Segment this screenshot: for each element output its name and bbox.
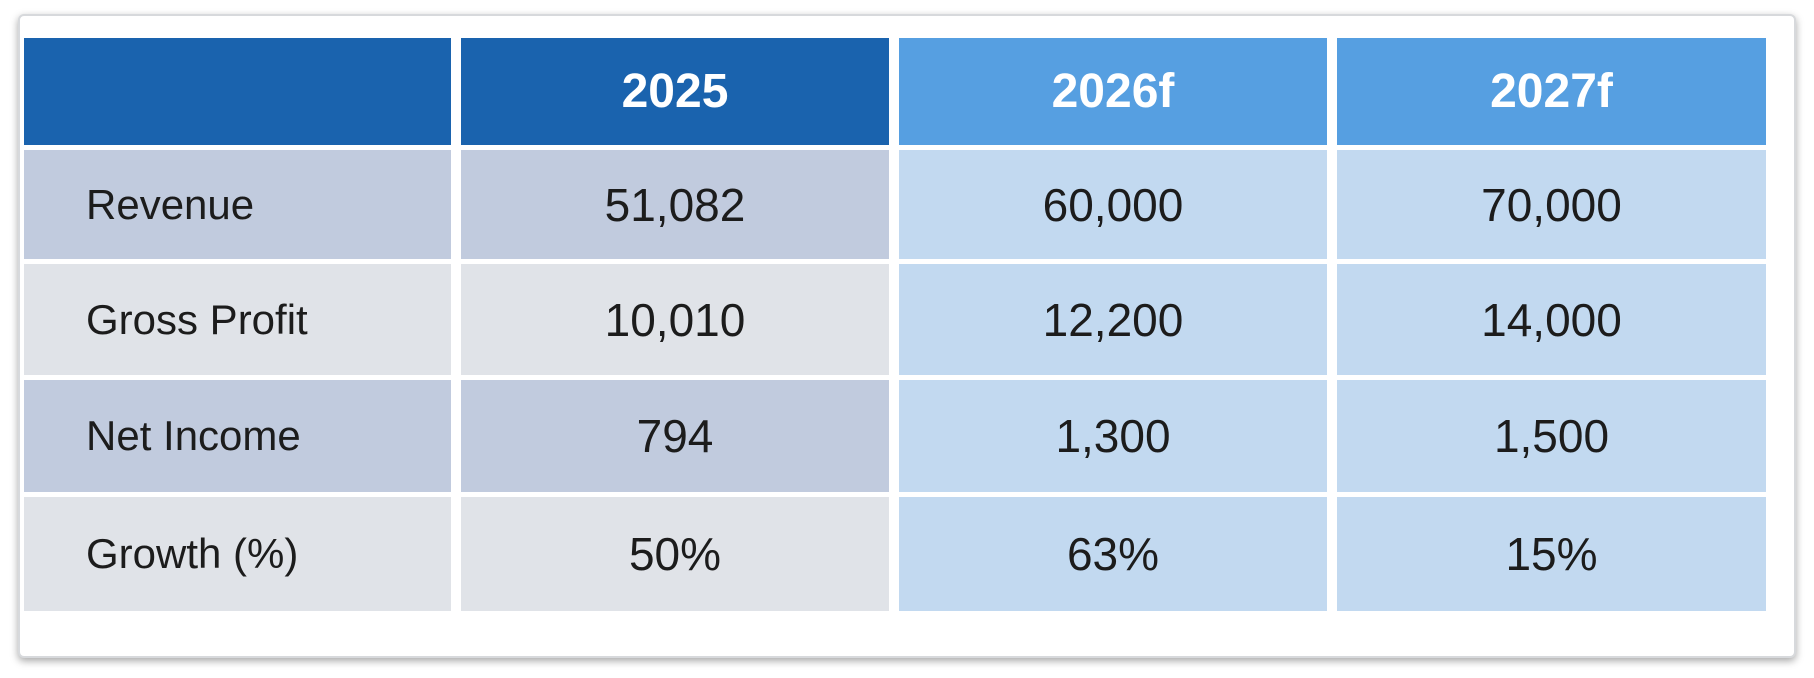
cell-gross-profit-2025: 10,010 xyxy=(461,264,889,375)
cell-net-income-2026f: 1,300 xyxy=(899,380,1327,492)
cell-growth-2025: 50% xyxy=(461,497,889,611)
header-corner-cell xyxy=(24,38,451,145)
cell-revenue-2025: 51,082 xyxy=(461,150,889,259)
cell-growth-2026f: 63% xyxy=(899,497,1327,611)
column-header-2027f: 2027f xyxy=(1337,38,1766,145)
cell-revenue-2027f: 70,000 xyxy=(1337,150,1766,259)
column-header-2026f: 2026f xyxy=(899,38,1327,145)
row-label-gross-profit: Gross Profit xyxy=(24,264,451,375)
financial-table: 2025 2026f 2027f Revenue 51,082 60,000 7… xyxy=(24,38,1784,646)
cell-net-income-2025: 794 xyxy=(461,380,889,492)
row-label-growth: Growth (%) xyxy=(24,497,451,611)
cell-revenue-2026f: 60,000 xyxy=(899,150,1327,259)
cell-gross-profit-2027f: 14,000 xyxy=(1337,264,1766,375)
row-label-revenue: Revenue xyxy=(24,150,451,259)
cell-growth-2027f: 15% xyxy=(1337,497,1766,611)
row-label-net-income: Net Income xyxy=(24,380,451,492)
column-header-2025: 2025 xyxy=(461,38,889,145)
cell-gross-profit-2026f: 12,200 xyxy=(899,264,1327,375)
cell-net-income-2027f: 1,500 xyxy=(1337,380,1766,492)
